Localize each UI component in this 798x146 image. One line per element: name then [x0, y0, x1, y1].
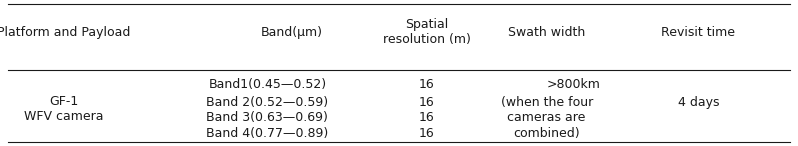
Text: combined): combined)	[513, 127, 580, 140]
Text: cameras are: cameras are	[508, 111, 586, 124]
Text: 4 days: 4 days	[678, 96, 719, 109]
Text: GF-1
WFV camera: GF-1 WFV camera	[24, 95, 104, 123]
Text: (when the four: (when the four	[500, 96, 593, 109]
Text: Band 2(0.52—0.59): Band 2(0.52—0.59)	[206, 96, 329, 109]
Text: Revisit time: Revisit time	[662, 26, 735, 39]
Text: 16: 16	[419, 78, 435, 91]
Text: Spatial
resolution (m): Spatial resolution (m)	[383, 18, 471, 46]
Text: Band 4(0.77—0.89): Band 4(0.77—0.89)	[206, 127, 329, 140]
Text: Band(μm): Band(μm)	[260, 26, 322, 39]
Text: Band1(0.45—0.52): Band1(0.45—0.52)	[208, 78, 326, 91]
Text: >800km: >800km	[547, 78, 601, 91]
Text: 16: 16	[419, 111, 435, 124]
Text: 16: 16	[419, 96, 435, 109]
Text: 16: 16	[419, 127, 435, 140]
Text: Swath width: Swath width	[508, 26, 585, 39]
Text: Platform and Payload: Platform and Payload	[0, 26, 131, 39]
Text: Band 3(0.63—0.69): Band 3(0.63—0.69)	[207, 111, 328, 124]
